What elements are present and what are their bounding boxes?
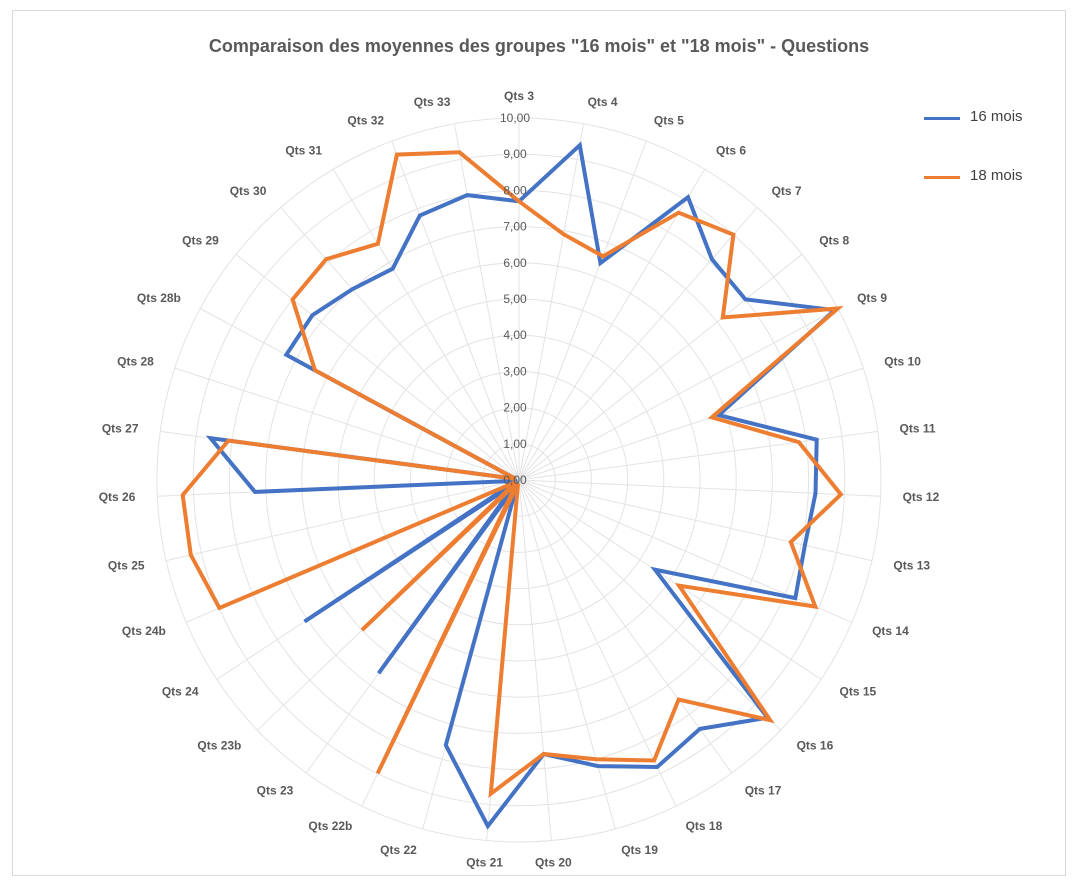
legend-label-16-mois: 16 mois bbox=[970, 108, 1023, 125]
grid-spoke bbox=[518, 123, 585, 481]
category-label: Qts 13 bbox=[893, 558, 930, 572]
grid-spoke bbox=[518, 367, 864, 481]
category-label: Qts 15 bbox=[840, 685, 877, 699]
grid-spoke bbox=[518, 168, 706, 481]
radial-tick-label: 3,00 bbox=[503, 364, 527, 378]
category-label: Qts 5 bbox=[654, 114, 684, 128]
radial-tick-label: 10,00 bbox=[500, 111, 530, 125]
category-label: Qts 19 bbox=[621, 843, 658, 857]
category-label: Qts 11 bbox=[900, 422, 936, 436]
grid-spoke bbox=[391, 140, 520, 481]
category-label: Qts 16 bbox=[797, 738, 834, 752]
radar-labels: 0,00 1,00 2,00 3,00 4,00 5,00 6,00 7,00 8,00 9,00… bbox=[99, 89, 940, 870]
grid-spoke bbox=[518, 308, 839, 481]
legend-swatch-16-mois bbox=[924, 117, 960, 120]
category-label: Qts 25 bbox=[108, 558, 145, 572]
radial-tick-label: 7,00 bbox=[503, 220, 527, 234]
category-label: Qts 9 bbox=[857, 291, 887, 305]
chart-title: Comparaison des moyennes des groupes "16… bbox=[208, 36, 870, 56]
radial-tick-label: 6,00 bbox=[503, 256, 527, 270]
radial-tick-label: 8,00 bbox=[503, 183, 527, 197]
grid-spoke bbox=[235, 253, 520, 481]
grid-spoke bbox=[518, 479, 677, 807]
category-label: Qts 8 bbox=[819, 234, 849, 248]
radial-tick-label: 9,00 bbox=[503, 147, 527, 161]
legend-item-16-mois: 16 mois bbox=[924, 106, 1064, 130]
category-label: Qts 23 bbox=[257, 784, 294, 798]
radar-series bbox=[180, 141, 844, 830]
category-label: Qts 12 bbox=[903, 490, 940, 504]
grid-spoke bbox=[518, 479, 822, 680]
grid-spoke bbox=[453, 123, 520, 481]
category-label: Qts 30 bbox=[230, 184, 267, 198]
category-label: Qts 22 bbox=[380, 843, 417, 857]
category-label: Qts 27 bbox=[102, 422, 139, 436]
category-label: Qts 33 bbox=[414, 95, 451, 109]
category-label: Qts 23b bbox=[197, 738, 241, 752]
radial-tick-label: 2,00 bbox=[503, 401, 527, 415]
grid-spoke bbox=[165, 479, 520, 562]
legend-label-18-mois: 18 mois bbox=[970, 167, 1023, 184]
grid-spoke bbox=[518, 253, 803, 481]
category-label: Qts 14 bbox=[872, 624, 909, 638]
category-label: Qts 7 bbox=[772, 184, 802, 198]
grid-spoke bbox=[518, 479, 616, 830]
category-label: Qts 10 bbox=[884, 354, 921, 368]
category-label: Qts 24 bbox=[162, 685, 199, 699]
category-label: Qts 29 bbox=[182, 234, 219, 248]
category-label: Qts 32 bbox=[347, 114, 384, 128]
category-label: Qts 24b bbox=[122, 624, 166, 638]
category-label: Qts 28b bbox=[137, 291, 181, 305]
category-label: Qts 18 bbox=[686, 819, 723, 833]
legend-swatch-18-mois bbox=[924, 176, 960, 179]
category-label: Qts 3 bbox=[504, 89, 534, 103]
grid-spoke bbox=[280, 207, 520, 481]
category-label: Qts 17 bbox=[745, 784, 782, 798]
category-label: Qts 4 bbox=[588, 95, 618, 109]
legend-item-18-mois: 18 mois bbox=[924, 165, 1064, 189]
series-line-18-mois bbox=[180, 150, 844, 798]
radial-tick-label: 4,00 bbox=[503, 328, 527, 342]
grid-spoke bbox=[518, 479, 733, 774]
legend: 16 mois 18 mois bbox=[924, 106, 1064, 224]
category-label: Qts 22b bbox=[308, 819, 352, 833]
radial-tick-label: 5,00 bbox=[503, 292, 527, 306]
category-label: Qts 26 bbox=[99, 490, 136, 504]
grid-spoke bbox=[174, 367, 520, 481]
grid-spoke bbox=[518, 479, 552, 841]
grid-spoke bbox=[332, 168, 520, 481]
category-label: Qts 31 bbox=[285, 143, 322, 157]
category-label: Qts 6 bbox=[716, 143, 746, 157]
grid-spoke bbox=[518, 207, 758, 481]
category-label: Qts 28 bbox=[117, 354, 154, 368]
radial-tick-label: 0,00 bbox=[503, 473, 527, 487]
radial-tick-label: 1,00 bbox=[503, 437, 527, 451]
category-label: Qts 20 bbox=[535, 856, 572, 870]
grid-spoke bbox=[518, 479, 782, 731]
category-label: Qts 21 bbox=[466, 856, 503, 870]
grid-spoke bbox=[518, 479, 873, 562]
grid-spoke bbox=[518, 479, 881, 497]
grid-spoke bbox=[518, 140, 647, 481]
